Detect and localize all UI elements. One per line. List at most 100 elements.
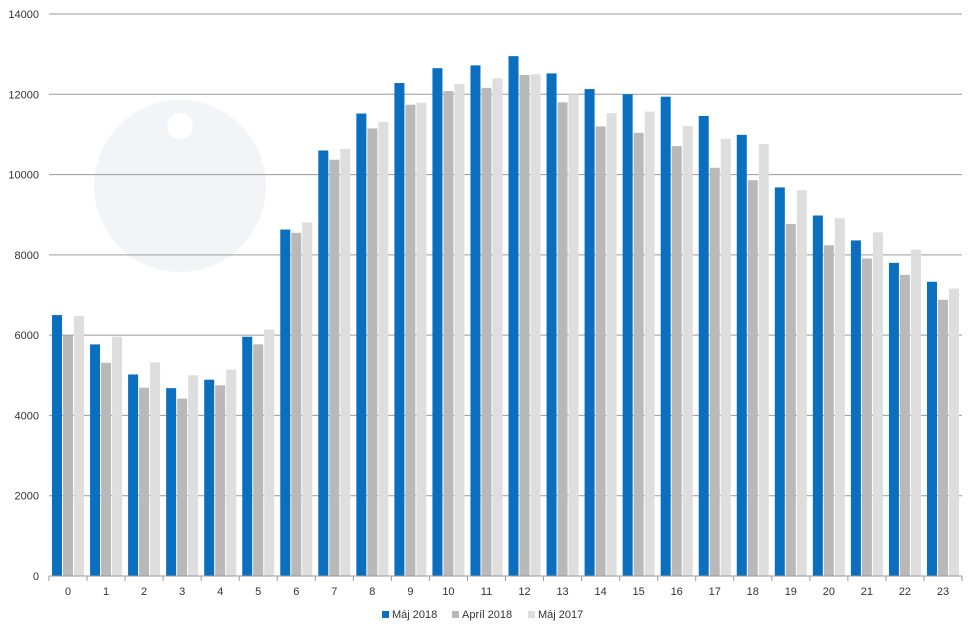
legend-swatch (452, 611, 459, 618)
bar-1-9 (394, 83, 405, 577)
bar-1-5 (242, 336, 253, 576)
bar-1-14 (584, 89, 595, 576)
bar-3-1 (112, 336, 123, 576)
legend-item[interactable]: Apríl 2018 (452, 609, 512, 621)
bar-3-2 (150, 362, 161, 576)
x-tick-label: 6 (293, 586, 299, 598)
x-tick-label: 4 (217, 586, 223, 598)
watermark-logo (94, 100, 266, 272)
bar-2-0 (63, 335, 74, 576)
bar-2-23 (937, 299, 948, 576)
x-tick-label: 1 (103, 586, 109, 598)
bar-1-4 (204, 379, 215, 576)
y-tick-label: 8000 (15, 250, 39, 262)
bar-3-11 (492, 78, 503, 576)
y-tick-label: 0 (33, 571, 39, 583)
x-tick-label: 21 (861, 586, 873, 598)
bar-2-8 (367, 128, 378, 576)
bar-1-12 (508, 56, 519, 576)
legend-swatch (382, 611, 389, 618)
bar-3-12 (530, 74, 541, 577)
bar-3-6 (302, 222, 313, 576)
bar-2-1 (101, 362, 112, 576)
y-tick-label: 2000 (15, 491, 39, 503)
bar-2-10 (443, 91, 454, 576)
y-tick-label: 4000 (15, 410, 39, 422)
bar-1-8 (356, 113, 367, 577)
bar-1-1 (90, 344, 101, 576)
bar-3-23 (948, 288, 959, 576)
x-tick-label: 20 (823, 586, 835, 598)
bar-3-4 (226, 369, 237, 576)
bar-2-16 (671, 146, 682, 576)
legend-item[interactable]: Máj 2017 (528, 609, 583, 621)
bar-2-12 (519, 75, 530, 577)
x-tick-label: 8 (369, 586, 375, 598)
x-tick-label: 3 (179, 586, 185, 598)
bar-2-15 (633, 132, 644, 576)
bar-2-22 (899, 274, 910, 576)
x-tick-label: 11 (481, 586, 492, 598)
bar-3-9 (416, 102, 427, 576)
bar-1-0 (52, 315, 63, 576)
bar-2-11 (481, 87, 492, 577)
bar-2-21 (861, 258, 872, 576)
bar-2-9 (405, 104, 416, 576)
bar-2-7 (329, 159, 340, 576)
x-tick-label: 5 (255, 586, 261, 598)
y-tick-label: 6000 (15, 330, 39, 342)
x-tick-label: 0 (65, 586, 71, 598)
bar-3-8 (378, 121, 389, 576)
bar-2-3 (177, 398, 188, 576)
bar-1-13 (546, 73, 557, 576)
bar-1-18 (736, 134, 747, 576)
x-tick-label: 2 (141, 586, 147, 598)
bar-1-22 (888, 262, 899, 576)
bar-1-11 (470, 65, 481, 576)
y-tick-label: 12000 (8, 89, 39, 101)
bar-1-3 (166, 388, 177, 576)
y-tick-label: 14000 (8, 9, 39, 21)
x-tick-label: 7 (331, 586, 337, 598)
bar-3-16 (682, 126, 693, 576)
bar-1-17 (698, 115, 709, 577)
bar-2-14 (595, 126, 606, 577)
x-tick-label: 18 (747, 586, 759, 598)
y-tick-label: 10000 (8, 170, 39, 182)
bar-3-17 (720, 138, 731, 576)
bar-2-6 (291, 232, 302, 576)
bar-3-10 (454, 83, 465, 576)
bar-1-19 (774, 187, 785, 577)
bar-1-10 (432, 68, 443, 576)
bar-3-3 (188, 375, 199, 576)
bar-3-19 (796, 190, 807, 577)
legend-item[interactable]: Máj 2018 (382, 609, 437, 621)
x-tick-label: 12 (518, 586, 530, 598)
bar-3-15 (644, 111, 655, 577)
bar-2-20 (823, 245, 834, 576)
bar-2-5 (253, 344, 264, 576)
bar-3-7 (340, 148, 351, 576)
x-tick-label: 9 (407, 586, 413, 598)
x-tick-label: 22 (899, 586, 911, 598)
x-tick-label: 13 (556, 586, 568, 598)
x-tick-label: 15 (633, 586, 645, 598)
x-tick-label: 23 (937, 586, 949, 598)
bar-1-16 (660, 96, 671, 576)
legend-label: Máj 2017 (538, 609, 583, 621)
x-tick-label: 17 (709, 586, 721, 598)
bar-1-2 (128, 374, 139, 576)
legend-swatch (528, 611, 535, 618)
x-tick-label: 10 (442, 586, 454, 598)
bar-1-20 (812, 215, 823, 576)
x-tick-label: 19 (785, 586, 797, 598)
bar-3-14 (606, 113, 617, 577)
bar-3-21 (872, 232, 883, 576)
bar-1-7 (318, 150, 329, 577)
watermark-circle (94, 100, 266, 272)
legend-label: Apríl 2018 (462, 609, 512, 621)
bar-2-17 (709, 167, 720, 576)
bar-2-19 (785, 223, 796, 576)
